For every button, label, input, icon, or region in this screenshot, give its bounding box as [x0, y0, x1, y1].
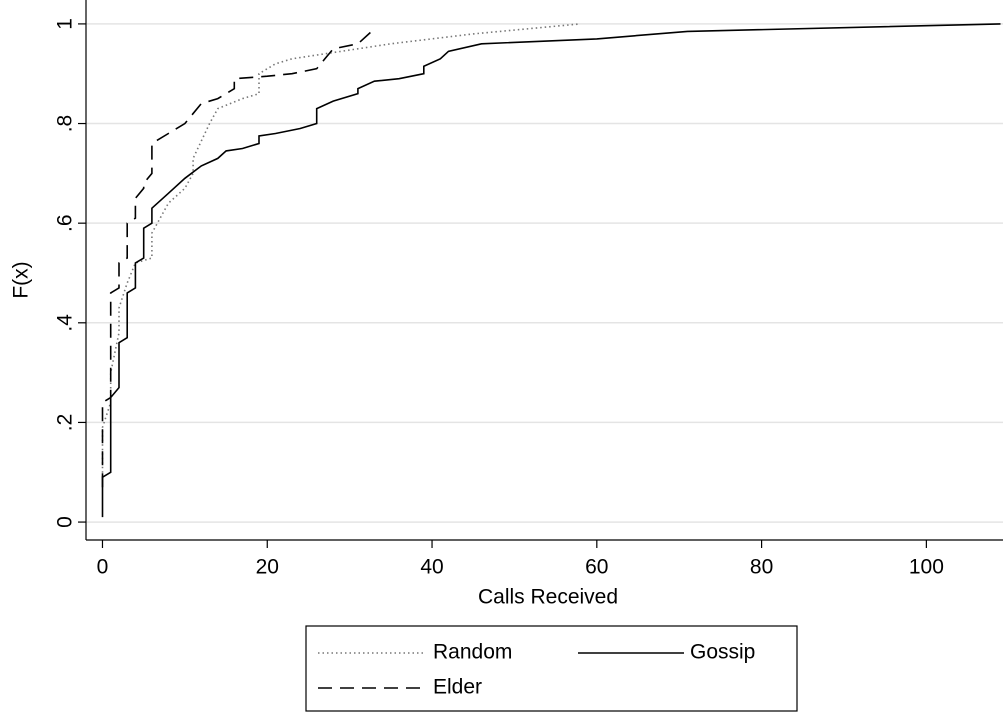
y-tick-label: 1 — [54, 18, 77, 30]
x-tick-label: 20 — [256, 556, 279, 579]
y-axis-title: F(x) — [10, 261, 33, 298]
legend-label: Elder — [433, 676, 482, 699]
y-tick-label: .2 — [54, 414, 77, 432]
y-tick-label: .8 — [54, 115, 77, 133]
x-tick-label: 80 — [750, 556, 773, 579]
x-tick-label: 40 — [420, 556, 443, 579]
x-tick-label: 60 — [585, 556, 608, 579]
x-axis-title: Calls Received — [478, 586, 618, 609]
y-tick-label: 0 — [54, 516, 77, 528]
legend-box — [305, 625, 798, 712]
y-tick-label: .4 — [54, 314, 77, 332]
x-tick-label: 100 — [909, 556, 944, 579]
y-tick-label: .6 — [54, 214, 77, 232]
legend-label: Gossip — [690, 641, 755, 664]
series-line — [101, 23, 581, 478]
series-line — [101, 28, 375, 488]
legend-label: Random — [433, 641, 512, 664]
x-tick-label: 0 — [97, 556, 109, 579]
series-line — [101, 23, 1001, 518]
